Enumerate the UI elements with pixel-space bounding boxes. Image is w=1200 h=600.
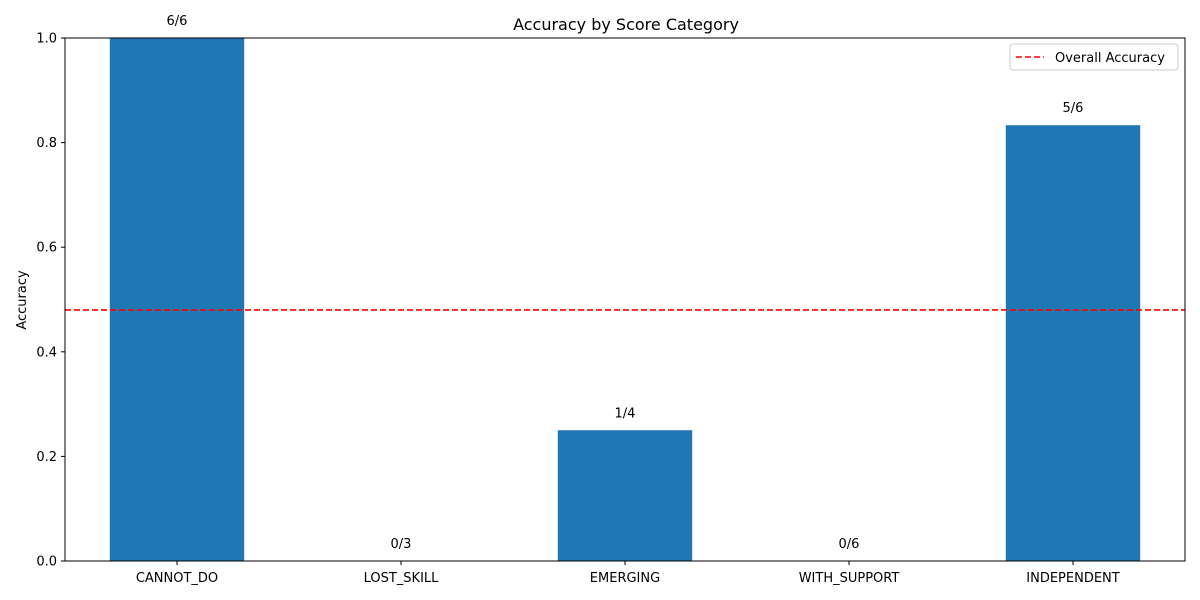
x-tick-label-cannot-do: CANNOT_DO	[136, 571, 218, 586]
y-axis-title: Accuracy	[15, 270, 30, 330]
bar-emerging	[557, 430, 693, 561]
x-tick-label-independent: INDEPENDENT	[1026, 571, 1120, 586]
y-tick-label: 1.0	[36, 32, 57, 47]
x-tick-label-emerging: EMERGING	[590, 571, 660, 586]
y-tick-label: 0.4	[36, 345, 57, 360]
x-tick-label-with-support: WITH_SUPPORT	[799, 571, 900, 586]
bar-cannot-do	[109, 38, 245, 561]
bar-label-cannot-do: 6/6	[167, 14, 188, 29]
legend-label-overall-accuracy: Overall Accuracy	[1055, 51, 1165, 66]
x-tick-label-lost-skill: LOST_SKILL	[364, 571, 440, 586]
y-tick-label: 0.8	[36, 136, 57, 151]
bar-label-emerging: 1/4	[615, 406, 636, 421]
bar-label-independent: 5/6	[1063, 101, 1084, 116]
y-tick-label: 0.2	[36, 450, 57, 465]
legend-box	[1009, 43, 1179, 71]
y-tick-label: 0.6	[36, 241, 57, 256]
legend: Overall Accuracy	[1009, 43, 1179, 71]
bar-label-with-support: 0/6	[839, 537, 860, 552]
chart-title: Accuracy by Score Category	[513, 15, 739, 34]
plot-area: 6/6 0/3 1/4 0/6 5/6 0.0 0.2 0.4 0.6 0.8 1.0 CANNOT_…	[36, 14, 1186, 586]
bar-label-lost-skill: 0/3	[391, 537, 412, 552]
bar-independent	[1005, 125, 1141, 562]
y-tick-label: 0.0	[36, 555, 57, 570]
